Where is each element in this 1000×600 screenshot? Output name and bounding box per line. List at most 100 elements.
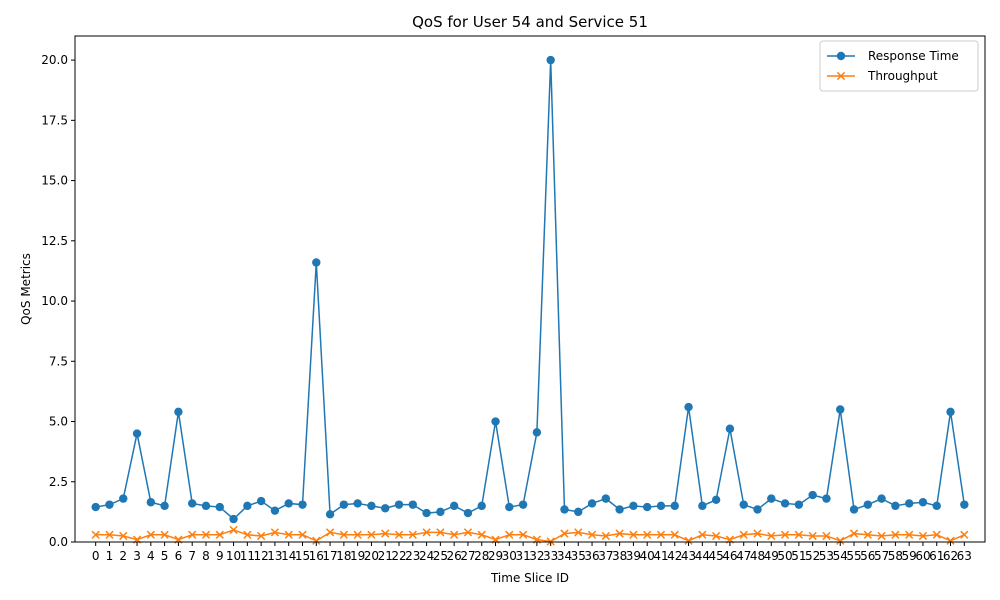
data-point — [477, 501, 486, 511]
data-point — [243, 501, 252, 511]
data-point — [560, 529, 569, 538]
y-tick-label: 12.5 — [41, 234, 68, 248]
data-point — [284, 499, 293, 508]
data-point — [601, 494, 611, 503]
y-tick-label: 15.0 — [41, 174, 68, 188]
data-point — [877, 494, 886, 503]
data-point — [91, 502, 100, 512]
x-tick-label: 46 — [722, 549, 737, 563]
data-point — [408, 500, 418, 509]
x-tick-label: 6 — [175, 549, 183, 563]
x-tick-label: 26 — [447, 549, 462, 563]
data-point — [711, 495, 721, 505]
x-tick-label: 50 — [777, 549, 792, 563]
y-axis-label: QoS Metrics — [19, 253, 33, 325]
data-point — [284, 530, 293, 539]
data-point — [270, 506, 280, 515]
data-point — [325, 528, 335, 537]
data-point — [698, 501, 707, 511]
x-tick-label: 20 — [364, 549, 379, 563]
legend-entry: Response Time — [827, 49, 959, 63]
data-point — [312, 536, 321, 545]
x-tick-label: 36 — [584, 549, 599, 563]
y-tick-label: 7.5 — [49, 354, 68, 368]
data-point — [753, 505, 762, 514]
legend-label: Response Time — [868, 49, 959, 63]
x-tick-label: 2 — [119, 549, 127, 563]
data-point — [739, 500, 748, 509]
x-tick-label: 13 — [267, 549, 282, 563]
data-point — [450, 530, 459, 539]
data-point — [712, 531, 721, 541]
x-tick-label: 43 — [681, 549, 696, 563]
data-point — [146, 498, 156, 507]
x-tick-label: 58 — [888, 549, 903, 563]
x-tick-label: 62 — [943, 549, 958, 563]
x-tick-label: 63 — [957, 549, 972, 563]
x-tick-label: 47 — [736, 549, 751, 563]
x-tick-label: 27 — [460, 549, 475, 563]
x-tick-label: 17 — [322, 549, 337, 563]
data-point — [339, 530, 348, 539]
x-tick-label: 44 — [695, 549, 710, 563]
data-point — [201, 530, 211, 539]
data-point — [215, 530, 224, 539]
x-tick-label: 14 — [281, 549, 296, 563]
data-point — [532, 428, 542, 437]
data-point — [670, 501, 679, 511]
data-point — [188, 530, 197, 539]
data-point — [822, 494, 831, 503]
data-point — [463, 528, 473, 537]
data-point — [229, 514, 238, 524]
x-tick-label: 60 — [915, 549, 930, 563]
data-point — [477, 530, 486, 539]
x-tick-label: 25 — [433, 549, 448, 563]
x-tick-label: 24 — [419, 549, 434, 563]
data-point — [518, 500, 528, 509]
data-point — [587, 499, 597, 508]
data-point — [325, 510, 335, 519]
data-point — [670, 530, 679, 539]
data-point — [836, 536, 845, 545]
data-point — [229, 525, 238, 535]
data-point — [367, 530, 376, 539]
data-point — [863, 530, 872, 539]
x-tick-label: 53 — [819, 549, 834, 563]
x-tick-label: 54 — [833, 549, 848, 563]
x-tick-label: 31 — [515, 549, 530, 563]
data-point — [684, 402, 693, 412]
data-point — [105, 530, 114, 539]
data-point — [518, 530, 528, 539]
legend-marker — [836, 51, 846, 61]
data-point — [891, 501, 900, 511]
data-point — [298, 530, 307, 539]
data-point — [767, 494, 776, 503]
data-point — [91, 530, 100, 539]
x-tick-label: 45 — [708, 549, 723, 563]
y-tick-label: 20.0 — [41, 53, 68, 67]
data-point — [119, 531, 128, 541]
data-point — [408, 530, 417, 539]
data-point — [615, 505, 624, 514]
data-point — [601, 531, 610, 541]
series-line — [95, 60, 966, 521]
data-point — [560, 505, 569, 514]
x-tick-label: 7 — [188, 549, 196, 563]
data-point — [422, 528, 431, 537]
x-tick-label: 59 — [902, 549, 917, 563]
y-axis: 0.0 2.5 5.0 7.5 10.0 12.5 15.0 17.5 20.0 — [41, 53, 75, 549]
data-point — [849, 529, 859, 538]
x-tick-label: 8 — [202, 549, 210, 563]
x-tick-label: 40 — [640, 549, 655, 563]
x-tick-label: 41 — [653, 549, 668, 563]
data-point — [574, 528, 583, 537]
data-point — [422, 508, 431, 518]
data-point — [270, 528, 280, 537]
plot-frame — [74, 35, 986, 543]
y-tick-label: 5.0 — [49, 415, 68, 429]
data-point — [891, 530, 900, 539]
x-tick-label: 21 — [378, 549, 393, 563]
data-point — [201, 501, 211, 511]
legend-label: Throughput — [867, 69, 938, 83]
x-tick-label: 0 — [92, 549, 100, 563]
